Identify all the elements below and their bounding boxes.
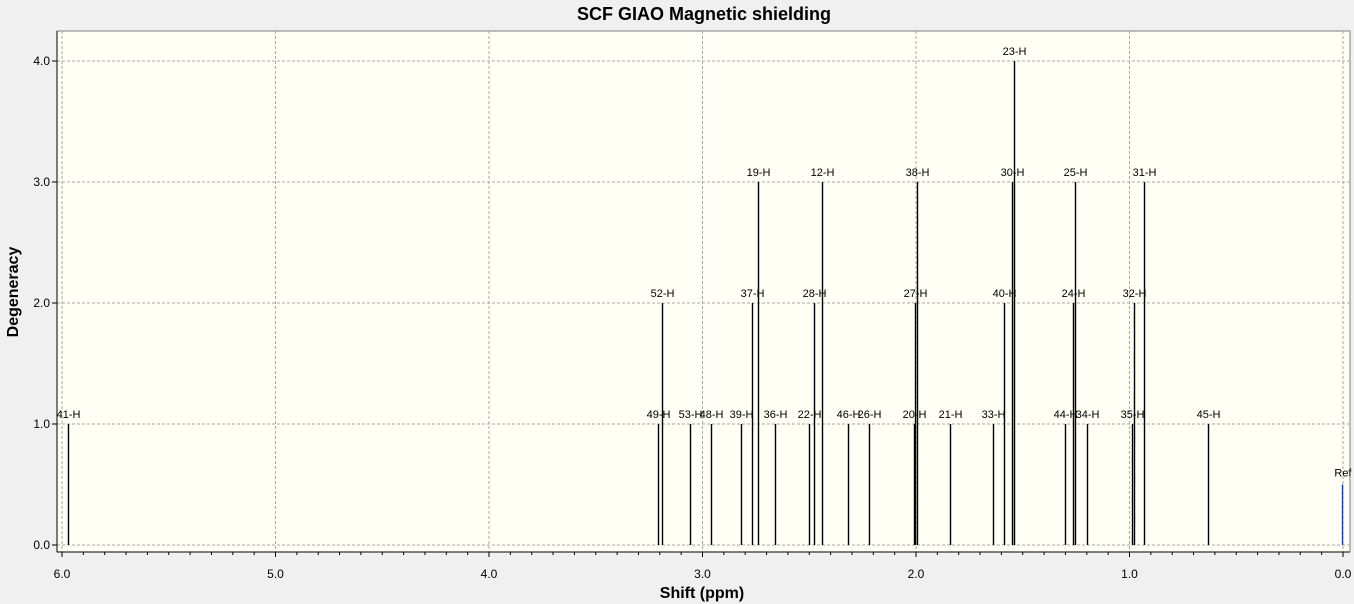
- x-tick-label: 2.0: [908, 567, 925, 581]
- peak-label: 12-H: [811, 167, 835, 179]
- peak-label: 39-H: [730, 409, 754, 421]
- peak-label: 23-H: [1003, 46, 1027, 58]
- x-tick-label: 3.0: [694, 567, 711, 581]
- peak-label: 24-H: [1062, 288, 1086, 300]
- peak-label: 25-H: [1064, 167, 1088, 179]
- y-tick-label: 0.0: [33, 538, 50, 552]
- reference-label: Ref: [1334, 468, 1352, 480]
- peak-label: 20-H: [903, 409, 927, 421]
- y-tick-label: 3.0: [33, 175, 50, 189]
- peak-label: 27-H: [904, 288, 928, 300]
- peak-label: 49-H: [647, 409, 671, 421]
- y-axis-title: Degeneracy: [5, 247, 22, 338]
- y-tick-label: 1.0: [33, 417, 50, 431]
- peak-label: 40-H: [993, 288, 1017, 300]
- peak-label: 34-H: [1076, 409, 1100, 421]
- x-tick-label: 6.0: [54, 567, 71, 581]
- peak-label: 53-H: [679, 409, 703, 421]
- peak-label: 36-H: [764, 409, 788, 421]
- peak-label: 38-H: [906, 167, 930, 179]
- peak-label: 32-H: [1123, 288, 1147, 300]
- chart-title: SCF GIAO Magnetic shielding: [577, 4, 831, 24]
- peak-label: 44-H: [1054, 409, 1078, 421]
- peak-label: 21-H: [939, 409, 963, 421]
- x-tick-label: 4.0: [481, 567, 498, 581]
- y-tick-label: 2.0: [33, 296, 50, 310]
- peak-label: 35-H: [1121, 409, 1145, 421]
- peak-label: 19-H: [747, 167, 771, 179]
- peak-label: 28-H: [803, 288, 827, 300]
- peak-label: 26-H: [858, 409, 882, 421]
- plot-area: [56, 30, 1351, 553]
- axes: 6.0 5.0 4.0 3.0 2.0 1.0 0.0 0.0 1.0 2.0 3.0 4.0: [33, 31, 1352, 581]
- peak-label: 52-H: [651, 288, 675, 300]
- peak-label: 41-H: [57, 409, 81, 421]
- peak-label: 31-H: [1133, 167, 1157, 179]
- x-tick-label: 5.0: [267, 567, 284, 581]
- x-tick-label: 1.0: [1121, 567, 1138, 581]
- peak-label: 45-H: [1197, 409, 1221, 421]
- peak-label: 33-H: [982, 409, 1006, 421]
- peak-label: 22-H: [798, 409, 822, 421]
- peak-label: 30-H: [1001, 167, 1025, 179]
- peak-label: 48-H: [700, 409, 724, 421]
- peak-label: 46-H: [837, 409, 861, 421]
- x-axis-title: Shift (ppm): [660, 585, 744, 602]
- y-tick-label: 4.0: [33, 54, 50, 68]
- peaks: 41-H 49-H 52-H 53-H48-H 39-H 37-H 19-H 36-H 22-H…: [57, 46, 1352, 545]
- peak-label: 37-H: [741, 288, 765, 300]
- x-tick-label: 0.0: [1335, 567, 1352, 581]
